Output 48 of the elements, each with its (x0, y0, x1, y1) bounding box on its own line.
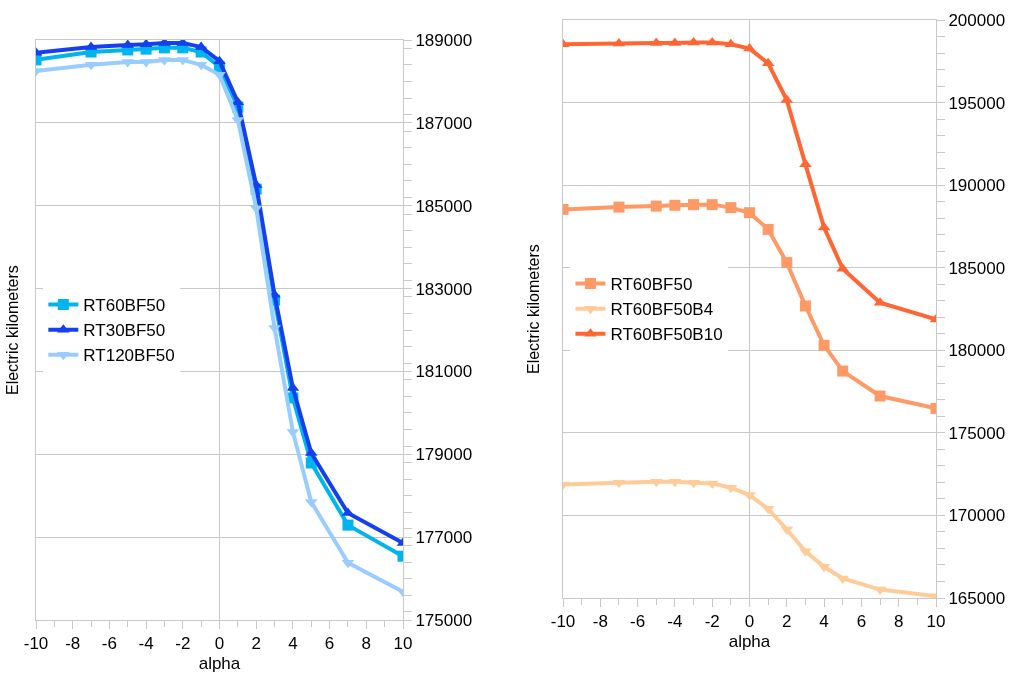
y-tick-label: 195000 (948, 93, 1006, 113)
legend-label: RT60BF50B4 (610, 300, 714, 320)
x-tick-label: 0 (214, 634, 225, 654)
x-tick-label: 0 (744, 612, 755, 632)
x-tick-label: 10 (393, 634, 413, 654)
y-tick-label: 187000 (415, 113, 473, 133)
legend-label: RT120BF50 (83, 346, 175, 366)
y-tick-label: 190000 (948, 176, 1006, 196)
x-tick-label: 8 (361, 634, 372, 654)
x-tick-label: -8 (65, 634, 81, 654)
y-tick-label: 181000 (415, 362, 473, 382)
y-tick-label: 175000 (948, 423, 1006, 443)
y-tick-label: 170000 (948, 506, 1006, 526)
legend-label: RT60BF50 (83, 296, 166, 316)
x-tick-label: -6 (630, 612, 646, 632)
y-tick-label: 185000 (948, 258, 1006, 278)
x-tick-label: -2 (704, 612, 720, 632)
x-axis-title: alpha (198, 653, 241, 673)
x-tick-label: 6 (324, 634, 335, 654)
x-tick-label: -6 (101, 634, 117, 654)
y-tick-label: 189000 (415, 30, 473, 50)
x-tick-label: 4 (819, 612, 829, 632)
x-axis-title: alpha (728, 631, 771, 651)
y-tick-label: 200000 (948, 10, 1006, 30)
y-tick-label: 175000 (415, 610, 473, 630)
x-tick-label: 2 (251, 634, 261, 654)
y-tick-label: 180000 (948, 341, 1006, 361)
x-tick-label: -4 (138, 634, 154, 654)
legend-label: RT60BF50B10 (610, 325, 723, 345)
x-tick-label: -8 (592, 612, 608, 632)
x-tick-label: -10 (550, 612, 576, 632)
y-tick-label: 165000 (948, 588, 1006, 608)
x-tick-label: 8 (893, 612, 904, 632)
x-tick-label: 2 (782, 612, 792, 632)
y-tick-label: 177000 (415, 528, 473, 548)
y-axis-title: Electric kilometers (525, 244, 542, 374)
legend-label: RT60BF50 (610, 275, 693, 295)
y-tick-label: 179000 (415, 445, 473, 465)
legend-label: RT30BF50 (83, 321, 166, 341)
x-tick-label: -2 (175, 634, 191, 654)
y-axis-title: Electric kilometers (4, 265, 21, 395)
x-tick-label: -10 (23, 634, 49, 654)
x-tick-label: 10 (926, 612, 946, 632)
x-tick-label: 6 (856, 612, 867, 632)
x-tick-label: -4 (667, 612, 683, 632)
y-tick-label: 185000 (415, 196, 473, 216)
y-tick-label: 183000 (415, 279, 473, 299)
x-tick-label: 4 (288, 634, 298, 654)
